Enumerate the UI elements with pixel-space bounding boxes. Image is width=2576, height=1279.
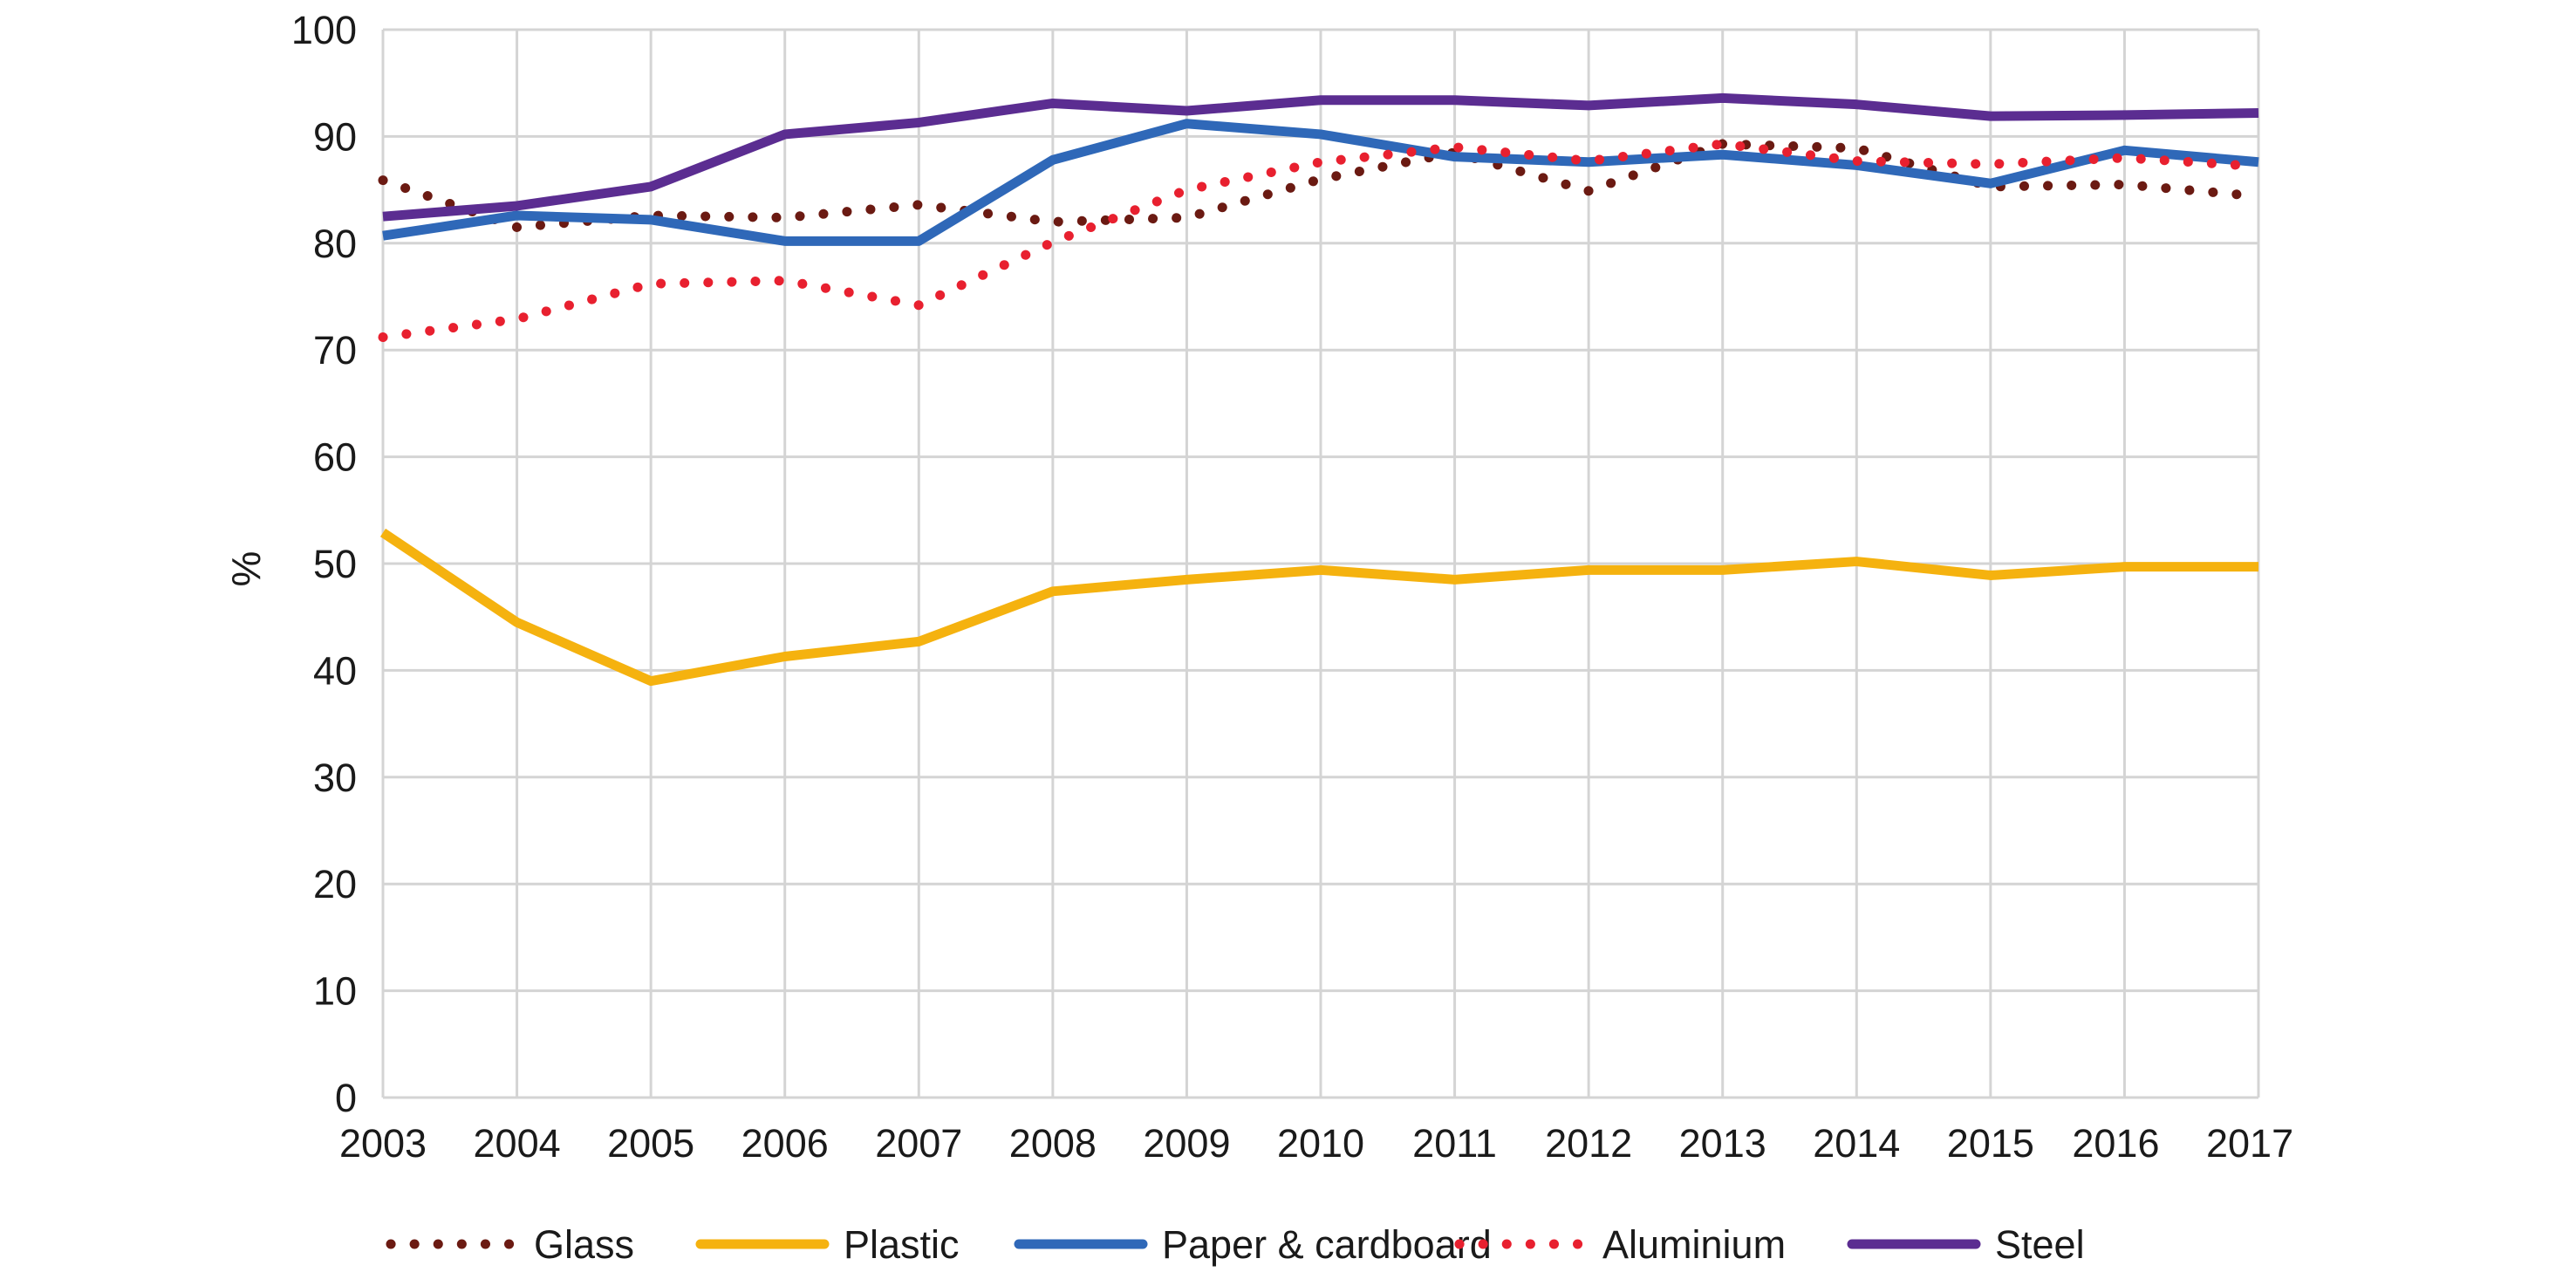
y-tick-label: 40 xyxy=(313,648,357,693)
x-tick-label: 2016 xyxy=(2072,1121,2159,1166)
legend-item: Steel xyxy=(1852,1222,2085,1267)
x-tick-label: 2010 xyxy=(1277,1121,1364,1166)
legend: Glass Plastic Paper & cardboard Aluminium St… xyxy=(391,1222,2085,1267)
y-tick-label: 90 xyxy=(313,114,357,159)
legend-item: Aluminium xyxy=(1459,1222,1786,1267)
legend-item: Paper & cardboard xyxy=(1019,1222,1492,1267)
y-tick-label: 0 xyxy=(335,1076,357,1120)
x-tick-label: 2011 xyxy=(1412,1121,1497,1166)
y-axis-ticks: 0 10 20 30 40 50 60 70 80 90 100 xyxy=(291,8,357,1120)
legend-label: Glass xyxy=(534,1222,634,1267)
legend-label: Plastic xyxy=(844,1222,960,1267)
x-tick-label: 2012 xyxy=(1545,1121,1632,1166)
legend-item: Plastic xyxy=(700,1222,960,1267)
x-tick-label: 2006 xyxy=(741,1121,829,1166)
y-axis-label: % xyxy=(223,551,269,587)
x-tick-label: 2009 xyxy=(1143,1121,1230,1166)
x-tick-label: 2015 xyxy=(1947,1121,2034,1166)
x-tick-label: 2017 xyxy=(2206,1121,2293,1166)
legend-label: Paper & cardboard xyxy=(1162,1222,1492,1267)
legend-item: Glass xyxy=(391,1222,634,1267)
x-tick-label: 2003 xyxy=(339,1121,427,1166)
x-tick-label: 2013 xyxy=(1679,1121,1766,1166)
legend-label: Steel xyxy=(1995,1222,2085,1267)
y-tick-label: 80 xyxy=(313,222,357,266)
y-tick-label: 100 xyxy=(291,8,357,52)
x-tick-label: 2014 xyxy=(1813,1121,1900,1166)
y-tick-label: 50 xyxy=(313,542,357,586)
y-tick-label: 10 xyxy=(313,969,357,1014)
y-tick-label: 20 xyxy=(313,862,357,906)
y-tick-label: 70 xyxy=(313,328,357,373)
legend-label: Aluminium xyxy=(1602,1222,1786,1267)
x-axis-ticks: 2003 2004 2005 2006 2007 2008 2009 2010 2011 2012… xyxy=(339,1121,2293,1166)
x-tick-label: 2008 xyxy=(1009,1121,1097,1166)
y-tick-label: 30 xyxy=(313,756,357,800)
x-tick-label: 2007 xyxy=(875,1121,962,1166)
grid xyxy=(383,30,2258,1098)
y-tick-label: 60 xyxy=(313,435,357,480)
x-tick-label: 2004 xyxy=(474,1121,561,1166)
x-tick-label: 2005 xyxy=(607,1121,694,1166)
